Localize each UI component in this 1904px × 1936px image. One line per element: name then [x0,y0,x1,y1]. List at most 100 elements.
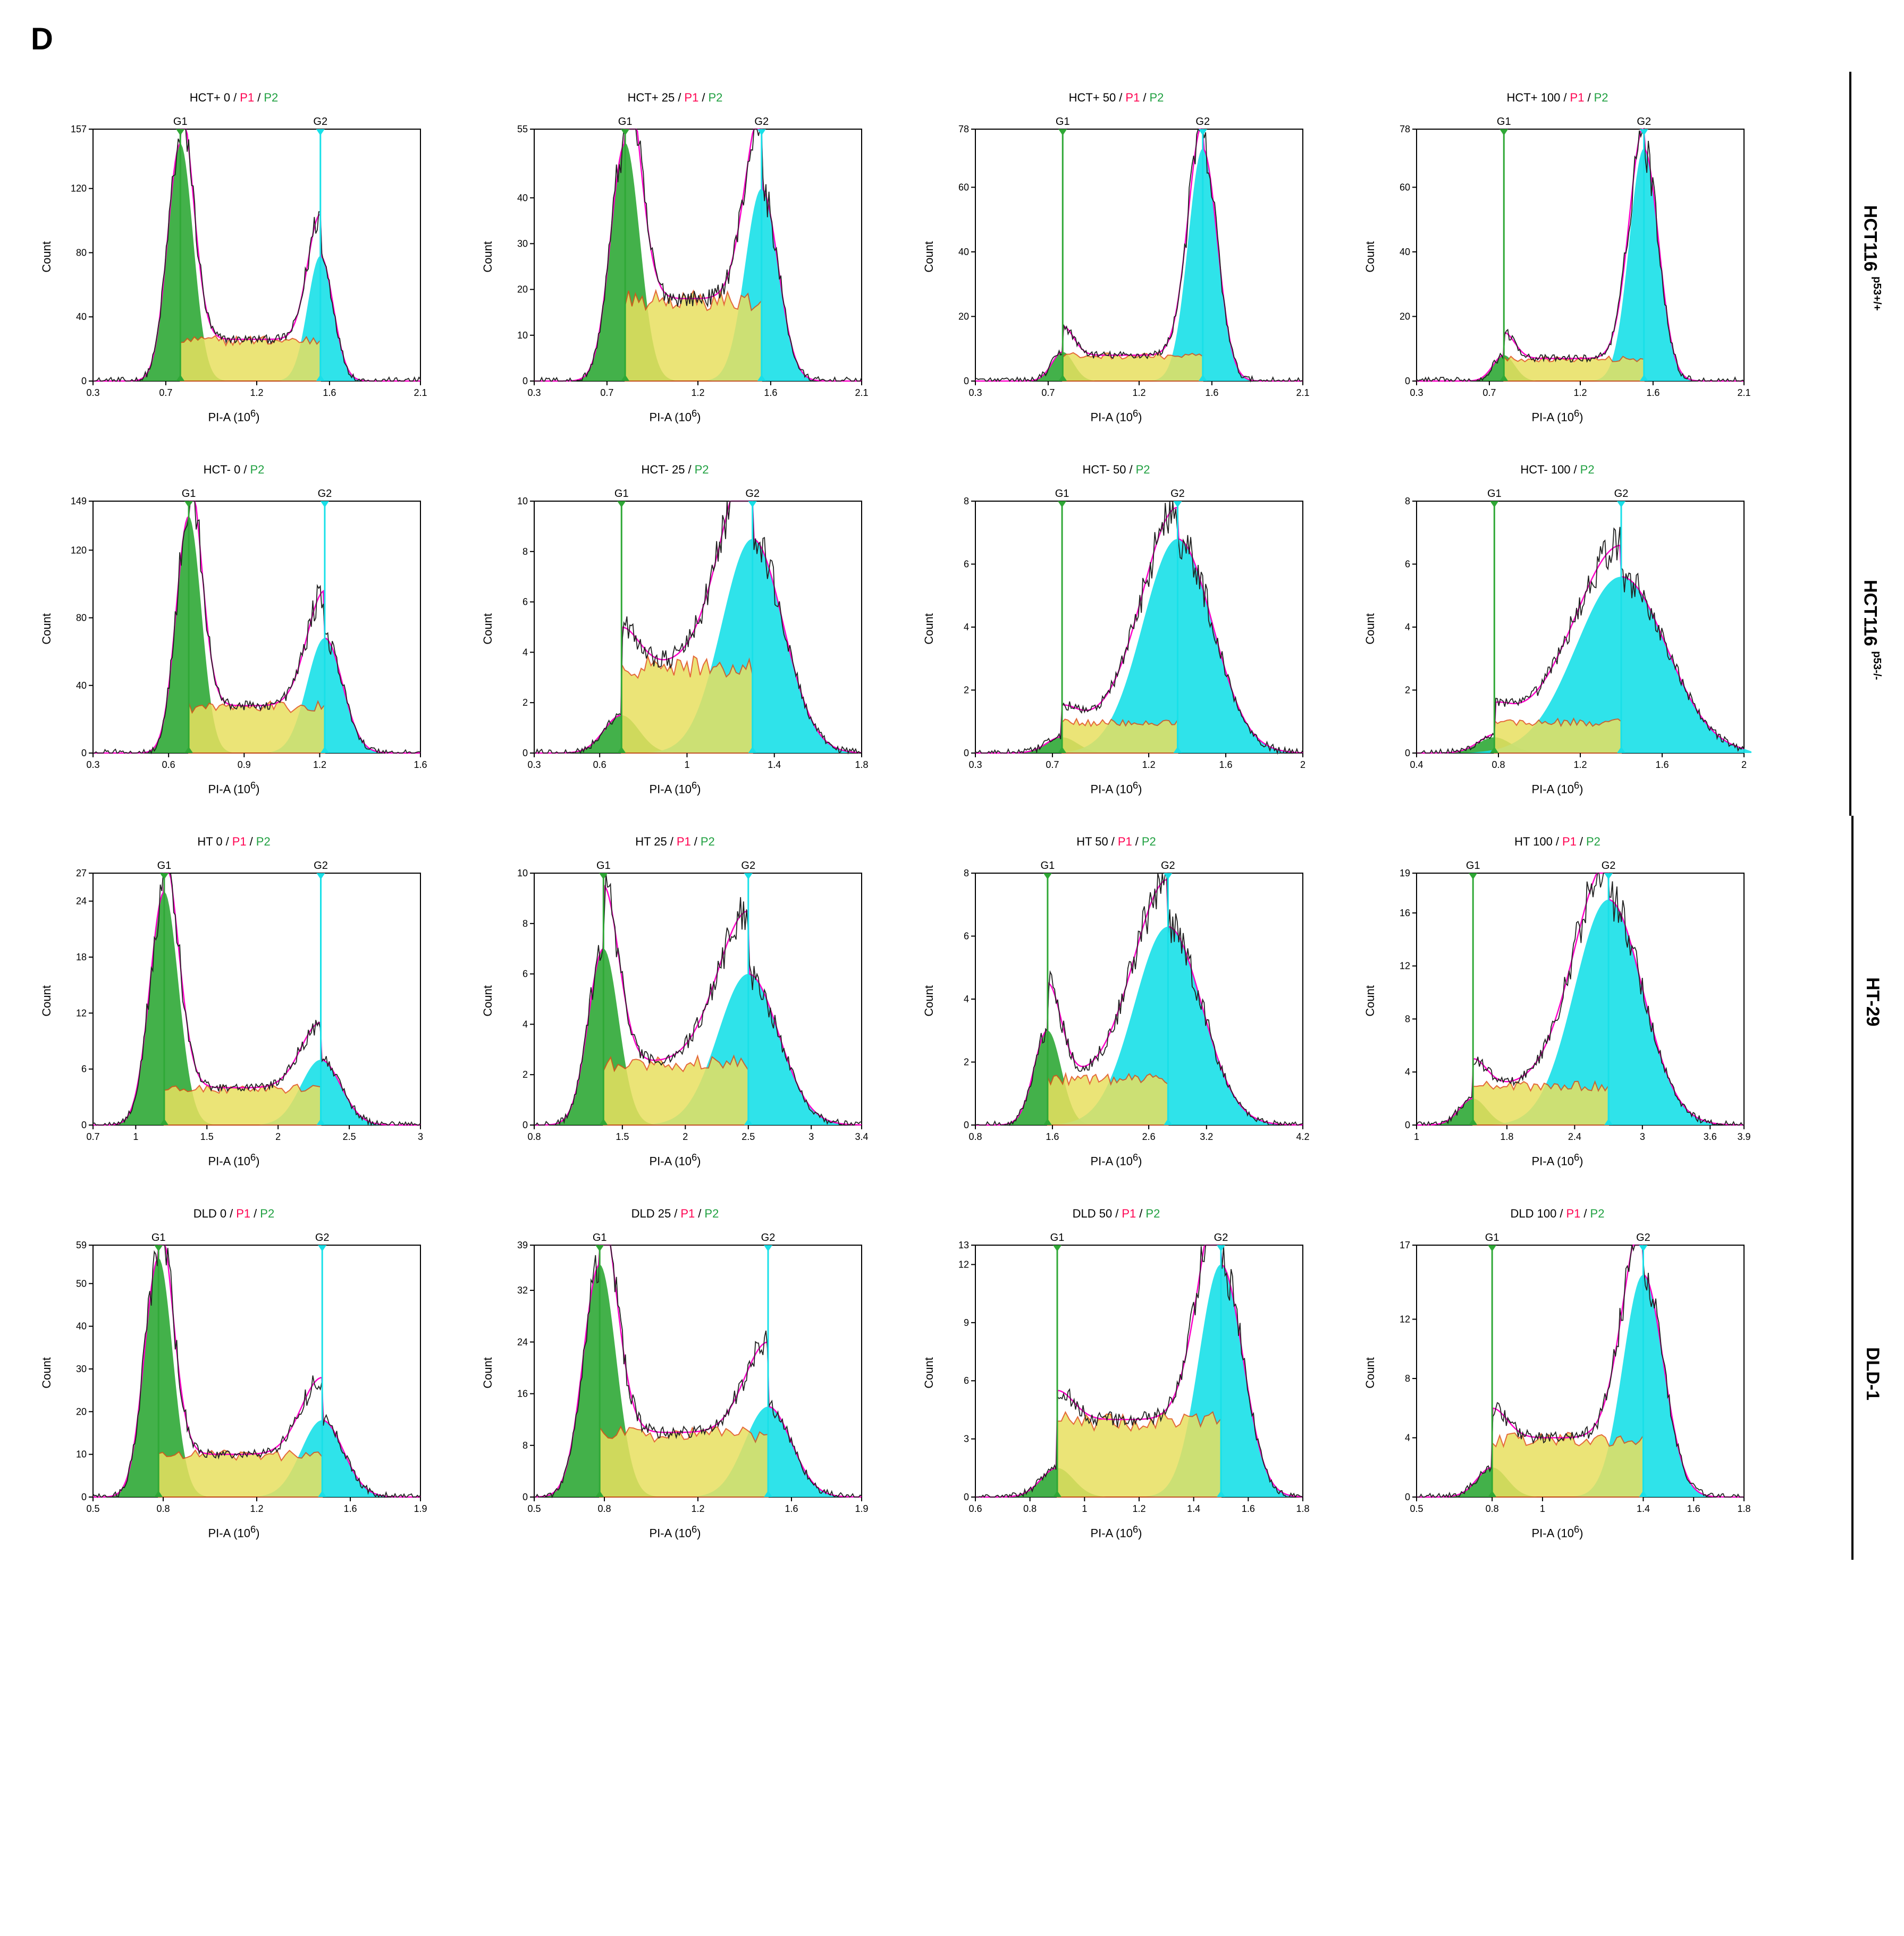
plot-cell: HCT+ 0/ P1 / P2CountG1G20.30.71.21.62.10… [21,91,446,424]
y-tick-label: 149 [71,496,87,506]
x-tick-label: 3 [808,1131,814,1142]
x-tick-label: 1.6 [1646,387,1659,398]
plot-title: DLD 0/ P1 / P2 [193,1207,274,1221]
cell-cycle-histogram: G1G20.40.81.21.6202468 [1379,480,1751,777]
x-tick-label: 1.2 [1573,759,1587,770]
x-tick-label: 1.6 [1046,1131,1059,1142]
x-tick-label: 1.6 [323,387,336,398]
plot-title-main: DLD 25 [631,1207,671,1221]
y-tick-label: 40 [958,247,969,257]
gate-label: G2 [315,1232,330,1244]
plot-title: HCT+ 100/ P1 / P2 [1507,91,1608,105]
plot-cell: DLD 0/ P1 / P2CountG1G20.50.81.21.61.901… [21,1207,446,1540]
x-tick-label: 0.8 [527,1131,541,1142]
s-phase-fill [1048,1074,1168,1125]
plot-cell: HCT+ 25/ P1 / P2CountG1G20.30.71.21.62.1… [462,91,888,424]
gate-label: G1 [596,860,611,872]
x-tick-label: 1.2 [691,387,704,398]
plot-title-p2: P2 [1594,91,1608,105]
gate-label: G2 [745,488,760,500]
y-tick-label: 8 [523,1440,528,1451]
gate-label: G1 [1041,860,1055,872]
y-tick-label: 0 [1405,1120,1410,1130]
cell-cycle-histogram: G1G20.30.71.21.62.1020406078 [1379,108,1751,405]
plot-title-main: HT 100 [1514,835,1553,849]
cell-cycle-histogram: G1G20.30.71.21.62.104080120157 [56,108,428,405]
plot-row: HCT- 0 / P2CountG1G20.30.60.91.21.604080… [21,444,1883,816]
y-tick-label: 2 [1405,685,1410,696]
y-tick-label: 27 [76,868,87,878]
x-tick-label: 0.7 [1482,387,1496,398]
x-tick-label: 0.3 [968,387,982,398]
x-tick-label: 2.1 [1296,387,1309,398]
x-tick-label: 1.4 [1187,1503,1200,1514]
plot-title-main: HCT+ 25 [628,91,675,105]
y-tick-label: 0 [1405,748,1410,758]
y-tick-label: 0 [81,1120,87,1130]
x-axis-label: PI-A (106) [1531,1152,1583,1168]
s-phase-fill [1057,1412,1221,1497]
y-tick-label: 19 [1400,868,1410,878]
x-tick-label: 1.2 [250,1503,263,1514]
gate-label: G2 [741,860,755,872]
row-label: HT-29 [1851,816,1883,1188]
x-tick-label: 3 [1640,1131,1645,1142]
gate-label: G1 [1497,116,1511,128]
y-axis-label: Count [922,1357,936,1389]
x-tick-label: 1.8 [1296,1503,1309,1514]
gate-label: G1 [1487,488,1502,500]
plot-title-p2: P2 [701,835,715,849]
x-axis-label: PI-A (106) [1090,1152,1142,1168]
cell-cycle-histogram: G1G20.30.71.21.62.101020304055 [497,108,869,405]
y-tick-label: 32 [517,1285,528,1296]
x-tick-label: 1.6 [1205,387,1218,398]
x-tick-label: 3.9 [1737,1131,1750,1142]
x-tick-label: 1.8 [855,759,868,770]
y-tick-label: 2 [964,685,969,696]
gate-label: G2 [314,860,328,872]
x-axis-label: PI-A (106) [649,1152,701,1168]
y-tick-label: 6 [964,1376,969,1387]
row-label: HCT116 p53-/- [1849,444,1883,816]
s-phase-fill [1494,718,1621,753]
cell-cycle-histogram: G1G20.81.522.533.40246810 [497,852,869,1149]
s-phase-fill [600,1427,768,1498]
y-tick-label: 120 [71,545,87,556]
s-phase-fill [621,656,752,753]
x-tick-label: 4.2 [1296,1131,1309,1142]
y-tick-label: 20 [76,1407,87,1417]
y-tick-label: 55 [517,124,528,134]
y-tick-label: 30 [517,239,528,249]
x-tick-label: 0.7 [86,1131,99,1142]
plot-title-main: DLD 0 [193,1207,226,1221]
x-tick-label: 1.5 [200,1131,214,1142]
x-axis-label: PI-A (106) [208,408,259,424]
plot-title-main: DLD 50 [1073,1207,1113,1221]
figure-panel-d: D HCT+ 0/ P1 / P2CountG1G20.30.71.21.62.… [21,21,1883,1560]
plot-title-p1: P1 [1125,91,1140,105]
x-tick-label: 0.6 [968,1503,982,1514]
gate-label: G2 [318,488,332,500]
plot-title-p1: P1 [240,91,254,105]
y-tick-label: 17 [1400,1240,1410,1250]
y-tick-label: 8 [523,918,528,929]
y-axis-label: Count [40,1357,54,1389]
y-tick-label: 157 [71,124,87,134]
x-tick-label: 0.5 [1410,1503,1423,1514]
x-tick-label: 1.4 [1637,1503,1650,1514]
y-axis-label: Count [481,613,495,645]
plot-title-main: HT 50 [1076,835,1108,849]
x-tick-label: 2.1 [855,387,868,398]
y-tick-label: 4 [1405,1433,1410,1443]
x-tick-label: 1.9 [414,1503,427,1514]
plot-title: HCT+ 0/ P1 / P2 [190,91,279,105]
x-tick-label: 0.7 [600,387,613,398]
x-tick-label: 0.7 [1046,759,1059,770]
y-axis-label: Count [1363,1357,1377,1389]
x-tick-label: 2 [1741,759,1747,770]
y-tick-label: 0 [81,376,87,386]
y-tick-label: 0 [523,376,528,386]
y-axis-label: Count [1363,985,1377,1017]
y-axis-label: Count [40,985,54,1017]
plot-title: HT 50/ P1 / P2 [1076,835,1156,849]
